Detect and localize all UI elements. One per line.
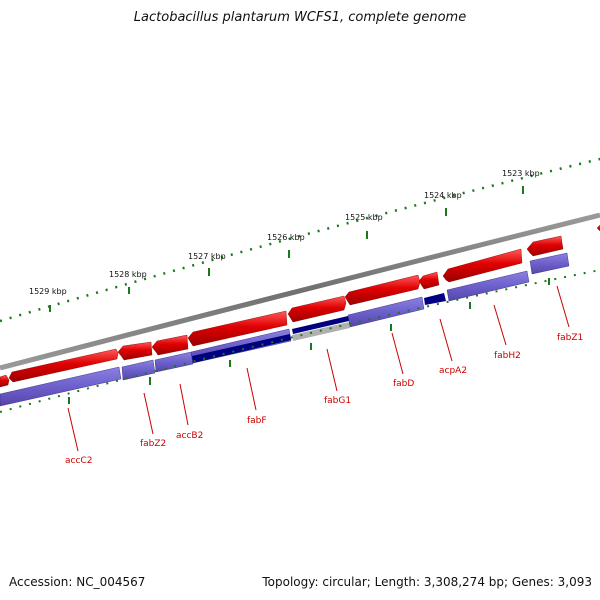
forward-cds-track [0, 224, 600, 388]
feature-blue-6 [446, 270, 530, 302]
scale-label-1523: 1523 kbp [502, 169, 540, 178]
cds-red-0 [0, 374, 10, 388]
leader-acpA2 [439, 318, 453, 362]
feature-blue-1 [0, 366, 122, 407]
gene-label-accC2: accC2 [65, 456, 92, 466]
leader-fabG1 [326, 348, 338, 392]
feature-dark-1 [192, 334, 291, 363]
gene-label-fabZ1: fabZ1 [557, 333, 583, 343]
cds-red-1 [8, 348, 119, 383]
feature-blue-2 [121, 359, 156, 381]
scale-label-1524: 1524 kbp [424, 191, 462, 200]
inner-major-ticks [68, 278, 550, 404]
leader-fabD [391, 332, 404, 375]
scale-label-1526: 1526 kbp [267, 233, 305, 242]
leader-accC2 [67, 407, 79, 452]
gene-label-accB2: accB2 [176, 431, 203, 441]
cds-red-5 [287, 295, 347, 323]
map-title: Lactobacillus plantarum WCFS1, complete … [133, 10, 467, 25]
gene-leader-lines [67, 285, 570, 452]
inner-feature-track [0, 252, 570, 407]
feature-blue-3 [154, 351, 194, 373]
backbone [0, 212, 600, 371]
cds-red-4 [187, 310, 288, 347]
scale-dotted-arc [0, 157, 600, 323]
cds-red-edge [596, 224, 600, 232]
scale-label-1525: 1525 kbp [345, 213, 383, 222]
gene-label-fabF: fabF [247, 416, 267, 426]
leader-fabZ2 [143, 392, 154, 435]
scale-major-ticks [49, 186, 524, 312]
leader-fabH2 [493, 304, 507, 346]
topology-summary: Topology: circular; Length: 3,308,274 bp… [262, 575, 592, 589]
gene-labels: accC2 fabZ2 accB2 fabF fabG1 fabD acpA2 … [65, 333, 583, 466]
leader-fabZ1 [556, 285, 570, 328]
scale-labels: 1529 kbp 1528 kbp 1527 kbp 1526 kbp 1525… [29, 169, 540, 296]
cds-red-2 [117, 341, 153, 361]
cds-red-9 [526, 235, 564, 257]
scale-label-1529: 1529 kbp [29, 287, 67, 296]
cds-red-8 [442, 248, 523, 283]
scale-label-1528: 1528 kbp [109, 270, 147, 279]
gene-label-fabD: fabD [393, 379, 414, 389]
feature-dark-3 [424, 293, 446, 305]
leader-fabF [246, 367, 257, 411]
scale-label-1527: 1527 kbp [188, 252, 226, 261]
highlight-feature-track [192, 293, 446, 363]
cds-red-3 [151, 334, 189, 356]
leader-accB2 [179, 383, 189, 426]
gene-label-fabH2: fabH2 [494, 351, 521, 361]
gene-label-fabZ2: fabZ2 [140, 439, 166, 449]
feature-dark-2 [292, 316, 349, 334]
gene-label-acpA2: acpA2 [439, 366, 467, 376]
inner-dotted-arc [0, 269, 600, 413]
cds-red-7 [418, 271, 440, 290]
gene-label-fabG1: fabG1 [324, 396, 351, 406]
feature-blue-7 [529, 252, 570, 275]
accession-text: Accession: NC_004567 [9, 575, 146, 589]
